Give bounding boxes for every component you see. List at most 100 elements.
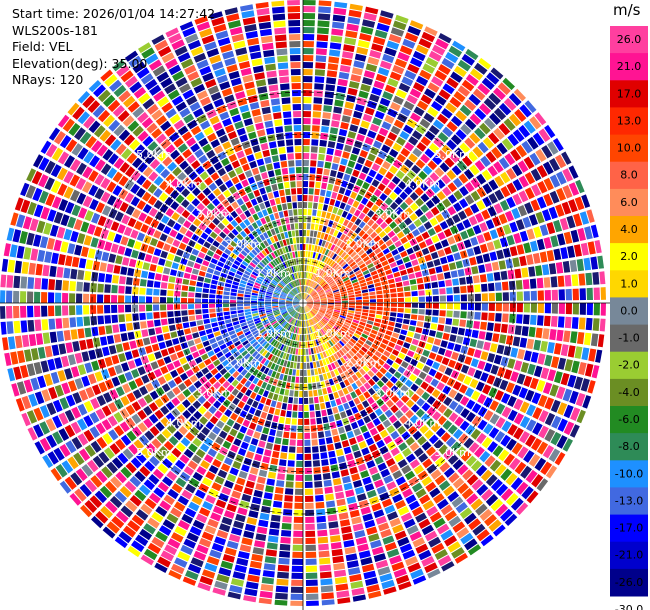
velocity-gate <box>177 143 188 153</box>
velocity-gate <box>469 132 481 144</box>
velocity-gate <box>339 315 346 319</box>
velocity-gate <box>210 354 218 362</box>
velocity-gate <box>319 309 326 313</box>
velocity-gate <box>245 413 253 421</box>
velocity-gate <box>316 41 328 49</box>
velocity-gate <box>339 462 348 470</box>
velocity-gate <box>376 306 383 311</box>
velocity-gate <box>332 289 339 293</box>
velocity-gate <box>246 317 253 322</box>
velocity-gate <box>325 493 335 501</box>
velocity-gate <box>235 91 246 100</box>
velocity-gate <box>329 457 338 465</box>
velocity-gate <box>117 110 130 122</box>
velocity-gate <box>337 359 343 366</box>
velocity-gate <box>284 389 290 396</box>
velocity-gate <box>291 376 296 383</box>
velocity-gate <box>296 446 303 453</box>
velocity-gate <box>517 446 529 459</box>
velocity-gate <box>182 177 192 187</box>
velocity-gate <box>49 265 57 277</box>
velocity-gate <box>316 268 320 275</box>
velocity-gate <box>475 212 484 223</box>
velocity-gate <box>410 112 421 123</box>
velocity-gate <box>254 319 261 325</box>
velocity-gate <box>247 574 260 583</box>
velocity-gate <box>541 145 553 159</box>
velocity-gate <box>550 431 562 446</box>
velocity-gate <box>408 273 416 280</box>
velocity-gate <box>415 512 427 523</box>
velocity-gate <box>371 450 381 459</box>
velocity-gate <box>145 382 154 392</box>
velocity-gate <box>142 191 152 202</box>
velocity-gate <box>485 332 493 341</box>
velocity-gate <box>464 118 477 131</box>
velocity-gate <box>254 540 266 548</box>
velocity-gate <box>234 121 244 130</box>
velocity-gate <box>243 457 252 466</box>
velocity-gate <box>428 368 437 377</box>
velocity-gate <box>69 493 82 506</box>
velocity-gate <box>305 558 317 565</box>
velocity-gate <box>364 327 372 332</box>
velocity-gate <box>167 283 175 290</box>
velocity-gate <box>309 258 312 265</box>
velocity-gate <box>106 263 114 273</box>
velocity-gate <box>289 291 295 297</box>
velocity-gate <box>310 223 315 230</box>
velocity-gate <box>597 255 604 269</box>
velocity-gate <box>505 472 518 486</box>
velocity-gate <box>114 211 124 222</box>
velocity-gate <box>160 394 170 404</box>
velocity-gate <box>84 270 92 281</box>
velocity-gate <box>356 493 367 502</box>
velocity-gate <box>483 410 494 421</box>
velocity-gate <box>94 173 105 186</box>
velocity-gate <box>231 160 241 169</box>
velocity-gate <box>306 298 313 302</box>
velocity-gate <box>426 506 439 517</box>
velocity-gate <box>330 347 336 354</box>
velocity-gate <box>113 425 125 437</box>
velocity-gate <box>403 313 411 319</box>
velocity-gate <box>236 557 249 567</box>
velocity-gate <box>327 295 334 298</box>
velocity-gate <box>422 63 436 74</box>
velocity-gate <box>362 292 369 297</box>
velocity-gate <box>356 327 364 333</box>
velocity-gate <box>353 479 363 488</box>
velocity-gate <box>398 181 407 190</box>
velocity-gate <box>303 306 306 313</box>
velocity-gate <box>481 312 488 321</box>
velocity-gate <box>252 369 259 376</box>
velocity-gate <box>283 322 289 329</box>
velocity-gate <box>487 353 496 363</box>
velocity-gate <box>404 308 411 314</box>
velocity-gate <box>169 113 181 125</box>
velocity-gate <box>304 293 308 300</box>
velocity-gate <box>175 77 188 88</box>
velocity-gate <box>198 537 212 548</box>
velocity-gate <box>283 431 290 439</box>
velocity-gate <box>190 125 202 136</box>
velocity-gate <box>453 233 462 243</box>
velocity-gate <box>115 386 125 397</box>
velocity-gate <box>273 250 279 258</box>
velocity-gate <box>279 306 286 308</box>
velocity-gate <box>158 445 170 457</box>
velocity-gate <box>505 493 519 506</box>
velocity-gate <box>313 304 320 306</box>
velocity-gate <box>189 321 197 327</box>
velocity-gate <box>338 389 345 397</box>
velocity-gate <box>481 489 494 501</box>
velocity-gate <box>306 300 313 303</box>
velocity-gate <box>30 248 39 261</box>
velocity-gate <box>264 248 270 255</box>
velocity-gate <box>461 488 474 500</box>
velocity-gate <box>386 548 400 558</box>
velocity-gate <box>155 531 168 542</box>
velocity-gate <box>474 446 485 458</box>
velocity-gate <box>321 255 327 262</box>
velocity-gate <box>339 519 351 527</box>
